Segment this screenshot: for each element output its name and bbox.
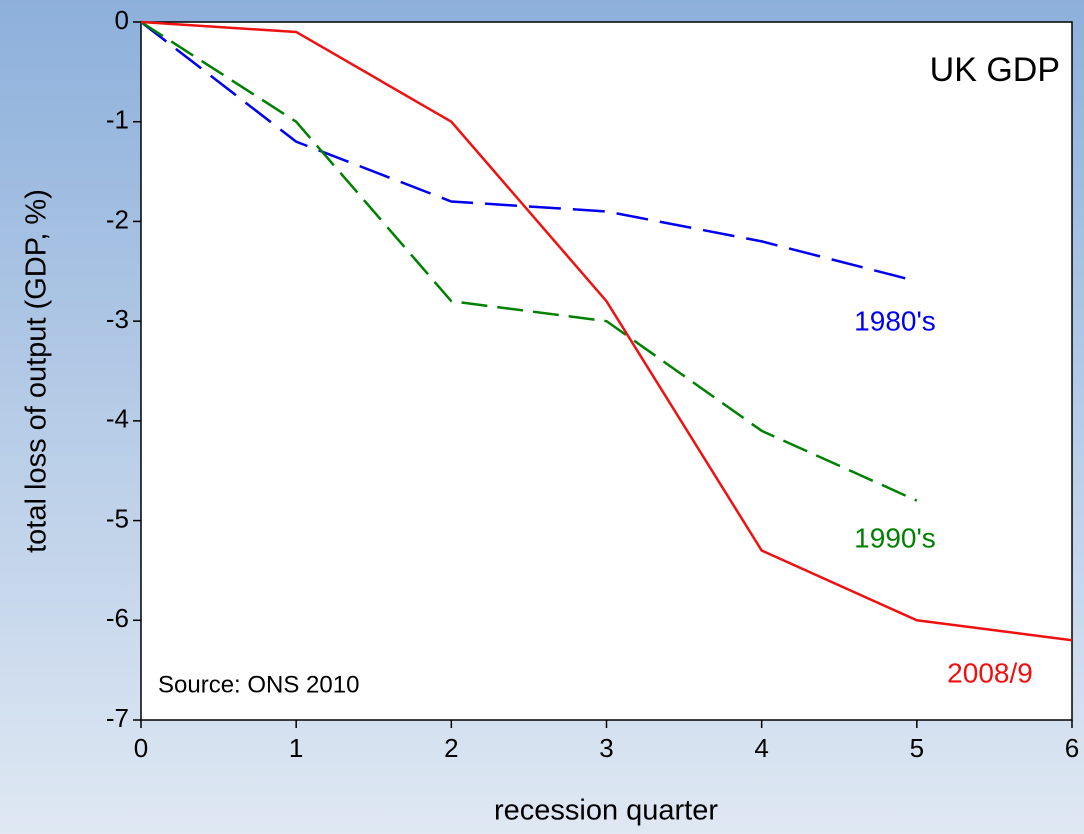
- y-tick-label: -3: [106, 304, 129, 334]
- series-label: 1980's: [854, 305, 936, 336]
- y-tick-label: -1: [106, 105, 129, 135]
- series-line: [140, 20, 1073, 642]
- y-tick-label: -4: [106, 404, 129, 434]
- series-label: 2008/9: [947, 657, 1033, 688]
- x-tick-label: 4: [754, 733, 768, 763]
- y-tick-label: -5: [106, 503, 129, 533]
- x-axis-label: recession quarter: [494, 795, 718, 827]
- y-tick-label: 0: [115, 5, 129, 35]
- x-tick-label: 6: [1065, 733, 1079, 763]
- x-tick-label: 2: [444, 733, 458, 763]
- y-axis-label: total loss of output (GDP, %): [21, 189, 53, 553]
- source-note: Source: ONS 2010: [158, 671, 359, 698]
- x-tick-label: 5: [910, 733, 924, 763]
- x-tick-label: 1: [289, 733, 303, 763]
- x-tick-label: 0: [134, 733, 148, 763]
- chart-title: UK GDP: [930, 51, 1060, 89]
- y-tick-label: -2: [106, 204, 129, 234]
- series-line: [140, 21, 918, 283]
- plot-area: [140, 21, 1073, 721]
- y-tick-label: -7: [106, 703, 129, 733]
- x-tick-label: 3: [599, 733, 613, 763]
- series-label: 1990's: [854, 522, 936, 553]
- series-line: [140, 20, 918, 502]
- y-tick-label: -6: [106, 603, 129, 633]
